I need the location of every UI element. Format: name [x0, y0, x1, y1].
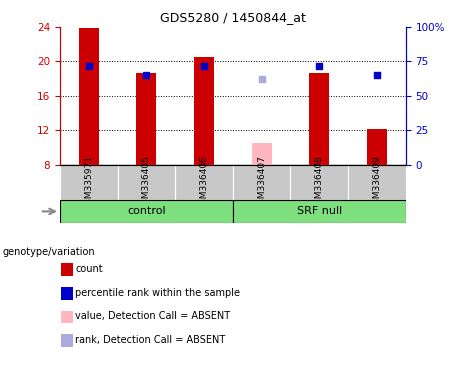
- Bar: [252, 143, 272, 165]
- Text: GSM335971: GSM335971: [84, 155, 93, 210]
- Text: GSM336409: GSM336409: [372, 155, 381, 210]
- Point: [315, 63, 323, 69]
- Point: [142, 72, 150, 78]
- Text: percentile rank within the sample: percentile rank within the sample: [75, 288, 240, 298]
- Text: control: control: [127, 207, 165, 217]
- Point: [85, 63, 92, 69]
- Text: count: count: [75, 264, 103, 274]
- Title: GDS5280 / 1450844_at: GDS5280 / 1450844_at: [160, 11, 306, 24]
- Text: GSM336407: GSM336407: [257, 155, 266, 210]
- Bar: [367, 129, 387, 165]
- Point: [200, 63, 207, 69]
- Point: [258, 76, 266, 83]
- Bar: [348, 165, 406, 200]
- Bar: [175, 165, 233, 200]
- Text: GSM336406: GSM336406: [200, 155, 208, 210]
- Bar: [290, 165, 348, 200]
- Bar: [309, 73, 329, 165]
- Text: rank, Detection Call = ABSENT: rank, Detection Call = ABSENT: [75, 335, 225, 345]
- Text: genotype/variation: genotype/variation: [2, 247, 95, 257]
- Bar: [118, 165, 175, 200]
- Bar: [194, 57, 214, 165]
- Bar: [60, 200, 233, 223]
- Bar: [79, 28, 99, 165]
- Bar: [60, 165, 118, 200]
- Text: value, Detection Call = ABSENT: value, Detection Call = ABSENT: [75, 311, 230, 321]
- Text: GSM336405: GSM336405: [142, 155, 151, 210]
- Text: SRF null: SRF null: [296, 207, 342, 217]
- Point: [373, 72, 381, 78]
- Bar: [136, 73, 156, 165]
- Bar: [233, 165, 290, 200]
- Text: GSM336408: GSM336408: [315, 155, 324, 210]
- Bar: [233, 200, 406, 223]
